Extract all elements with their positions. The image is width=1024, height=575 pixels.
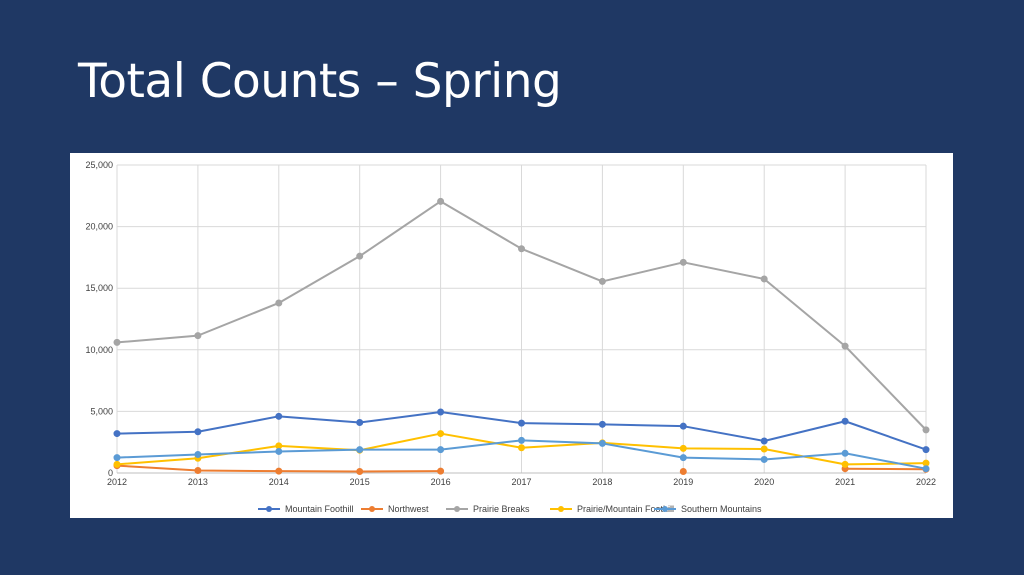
data-point-southern-mountains (275, 447, 283, 455)
legend-marker-northwest (369, 506, 375, 512)
data-point-southern-mountains (194, 451, 202, 459)
data-point-prairie-breaks (598, 277, 606, 285)
data-point-mountain-foothill (113, 430, 121, 438)
x-tick-label: 2019 (673, 477, 693, 487)
data-point-mountain-foothill (841, 417, 849, 425)
data-point-mountain-foothill (598, 420, 606, 428)
data-point-mountain-foothill (437, 408, 445, 416)
slide-title: Total Counts – Spring (78, 54, 562, 109)
data-point-prairie-mountain-foothill (841, 460, 849, 468)
data-point-southern-mountains (760, 455, 768, 463)
legend-label-mountain-foothill: Mountain Foothill (285, 504, 354, 514)
x-tick-label: 2022 (916, 477, 936, 487)
data-point-southern-mountains (518, 436, 525, 444)
data-point-southern-mountains (922, 465, 930, 473)
data-point-prairie-mountain-foothill (518, 444, 525, 452)
data-point-southern-mountains (437, 446, 445, 454)
x-tick-label: 2016 (431, 477, 451, 487)
y-tick-label: 15,000 (85, 283, 113, 293)
y-tick-label: 5,000 (90, 406, 113, 416)
y-tick-label: 10,000 (85, 345, 113, 355)
series-line-northwest (845, 467, 927, 471)
data-point-northwest (356, 468, 364, 476)
data-point-southern-mountains (356, 446, 364, 454)
data-point-prairie-breaks (518, 245, 525, 253)
data-point-prairie-mountain-foothill (113, 460, 121, 468)
legend-label-prairie-breaks: Prairie Breaks (473, 504, 530, 514)
x-tick-label: 2014 (269, 477, 289, 487)
data-point-mountain-foothill (922, 446, 930, 454)
data-point-prairie-mountain-foothill (679, 444, 687, 452)
x-tick-label: 2020 (754, 477, 774, 487)
data-point-prairie-breaks (679, 258, 687, 266)
x-tick-label: 2015 (350, 477, 370, 487)
data-point-prairie-breaks (437, 197, 445, 205)
data-point-prairie-breaks (760, 275, 768, 283)
x-tick-label: 2021 (835, 477, 855, 487)
y-tick-label: 20,000 (85, 222, 113, 232)
data-point-northwest (679, 468, 687, 476)
legend-label-northwest: Northwest (388, 504, 429, 514)
data-point-prairie-mountain-foothill (437, 430, 445, 438)
x-tick-label: 2012 (107, 477, 127, 487)
data-point-prairie-breaks (113, 338, 121, 346)
data-point-mountain-foothill (518, 419, 525, 427)
data-point-northwest (275, 467, 283, 475)
legend-label-southern-mountains: Southern Mountains (681, 504, 762, 514)
data-point-northwest (437, 467, 445, 475)
legend-marker-prairie-mountain-foothill (558, 506, 564, 512)
data-point-mountain-foothill (194, 428, 202, 436)
chart-panel: 0 5,000 10,000 15,000 20,000 25,000 2012 2013 20… (70, 153, 953, 518)
data-point-mountain-foothill (679, 422, 687, 430)
data-point-southern-mountains (841, 449, 849, 457)
legend-marker-southern-mountains (662, 506, 668, 512)
line-chart: 0 5,000 10,000 15,000 20,000 25,000 2012 2013 20… (85, 160, 936, 514)
data-point-prairie-breaks (922, 426, 930, 434)
data-point-mountain-foothill (275, 412, 283, 420)
y-tick-label: 25,000 (85, 160, 113, 170)
x-tick-label: 2013 (188, 477, 208, 487)
data-point-prairie-breaks (275, 299, 283, 307)
data-point-prairie-breaks (356, 252, 364, 260)
data-point-southern-mountains (113, 454, 121, 462)
data-point-prairie-mountain-foothill (760, 445, 768, 453)
data-point-southern-mountains (598, 439, 606, 447)
data-point-prairie-breaks (841, 342, 849, 350)
x-tick-label: 2017 (511, 477, 531, 487)
x-tick-label: 2018 (592, 477, 612, 487)
legend-marker-prairie-breaks (454, 506, 460, 512)
data-point-northwest (194, 467, 202, 475)
data-point-southern-mountains (679, 454, 687, 462)
y-tick-label: 0 (108, 468, 113, 478)
data-point-prairie-breaks (194, 332, 202, 340)
data-point-mountain-foothill (760, 437, 768, 445)
legend-marker-mountain-foothill (266, 506, 272, 512)
data-point-mountain-foothill (356, 418, 364, 426)
legend-label-prairie-mountain-foothill: Prairie/Mountain Foothill (577, 504, 674, 514)
